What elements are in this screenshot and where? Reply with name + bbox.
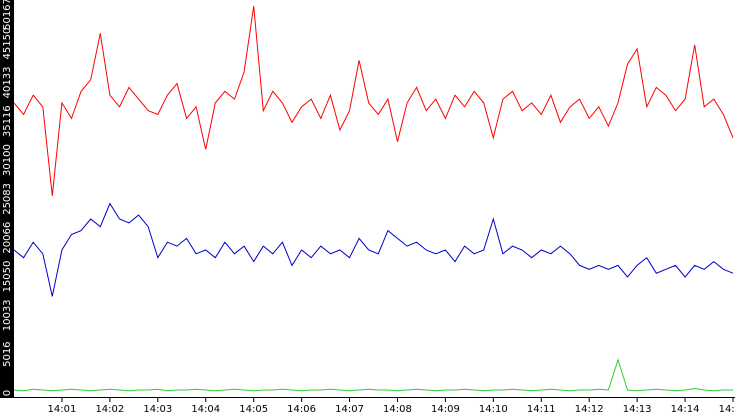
x-tick-label: 14:08 (383, 404, 412, 415)
x-tick-label: 14:10 (479, 404, 508, 415)
y-tick-label: 15050 (2, 261, 13, 293)
y-tick-label: 45150 (2, 28, 13, 60)
series-line (13, 6, 734, 196)
x-tick-label: 14:14 (671, 404, 700, 415)
x-tick-label: 14:09 (431, 404, 460, 415)
x-tick-label: 14:06 (287, 404, 316, 415)
x-tick-label: 14:03 (143, 404, 172, 415)
x-tick-label: 14:12 (575, 404, 604, 415)
x-tick-label: 14:01 (48, 404, 77, 415)
y-tick-label: 20066 (2, 222, 13, 254)
y-tick-label: 10033 (2, 299, 13, 331)
x-tick-label: 14:02 (95, 404, 124, 415)
y-tick-label: 35116 (2, 105, 13, 137)
series-line (13, 202, 734, 297)
y-axis-strip (0, 0, 14, 398)
series-line (13, 358, 733, 392)
y-tick-label: 0 (2, 390, 13, 396)
x-tick-label: 14:15 (719, 404, 735, 415)
y-tick-label: 40133 (2, 67, 13, 99)
x-tick-label: 14:05 (239, 404, 268, 415)
y-tick-label: 50167 (2, 0, 13, 30)
y-tick-label: 5016 (2, 341, 13, 366)
x-tick-label: 14:11 (527, 404, 556, 415)
y-tick-label: 25083 (2, 183, 13, 215)
x-tick-label: 14:04 (191, 404, 220, 415)
x-tick-label: 14:13 (623, 404, 652, 415)
x-tick-label: 14:07 (335, 404, 364, 415)
y-tick-label: 30100 (2, 144, 13, 176)
